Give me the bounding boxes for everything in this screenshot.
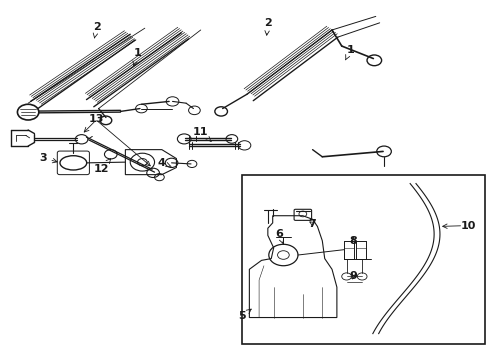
Text: 13: 13 — [88, 113, 103, 123]
Text: 1: 1 — [345, 45, 354, 60]
Text: 1: 1 — [133, 48, 141, 66]
Text: 2: 2 — [264, 18, 271, 35]
Text: 3: 3 — [39, 153, 57, 163]
Text: 4: 4 — [158, 158, 171, 168]
Text: 6: 6 — [275, 229, 283, 243]
Text: 9: 9 — [349, 271, 357, 282]
Text: 7: 7 — [308, 219, 316, 229]
Text: 11: 11 — [193, 127, 211, 141]
Text: 5: 5 — [238, 309, 251, 321]
Text: 2: 2 — [93, 22, 101, 38]
Text: 12: 12 — [93, 159, 110, 174]
Bar — [242, 175, 484, 344]
Text: 8: 8 — [349, 237, 357, 247]
Text: 10: 10 — [460, 221, 475, 231]
